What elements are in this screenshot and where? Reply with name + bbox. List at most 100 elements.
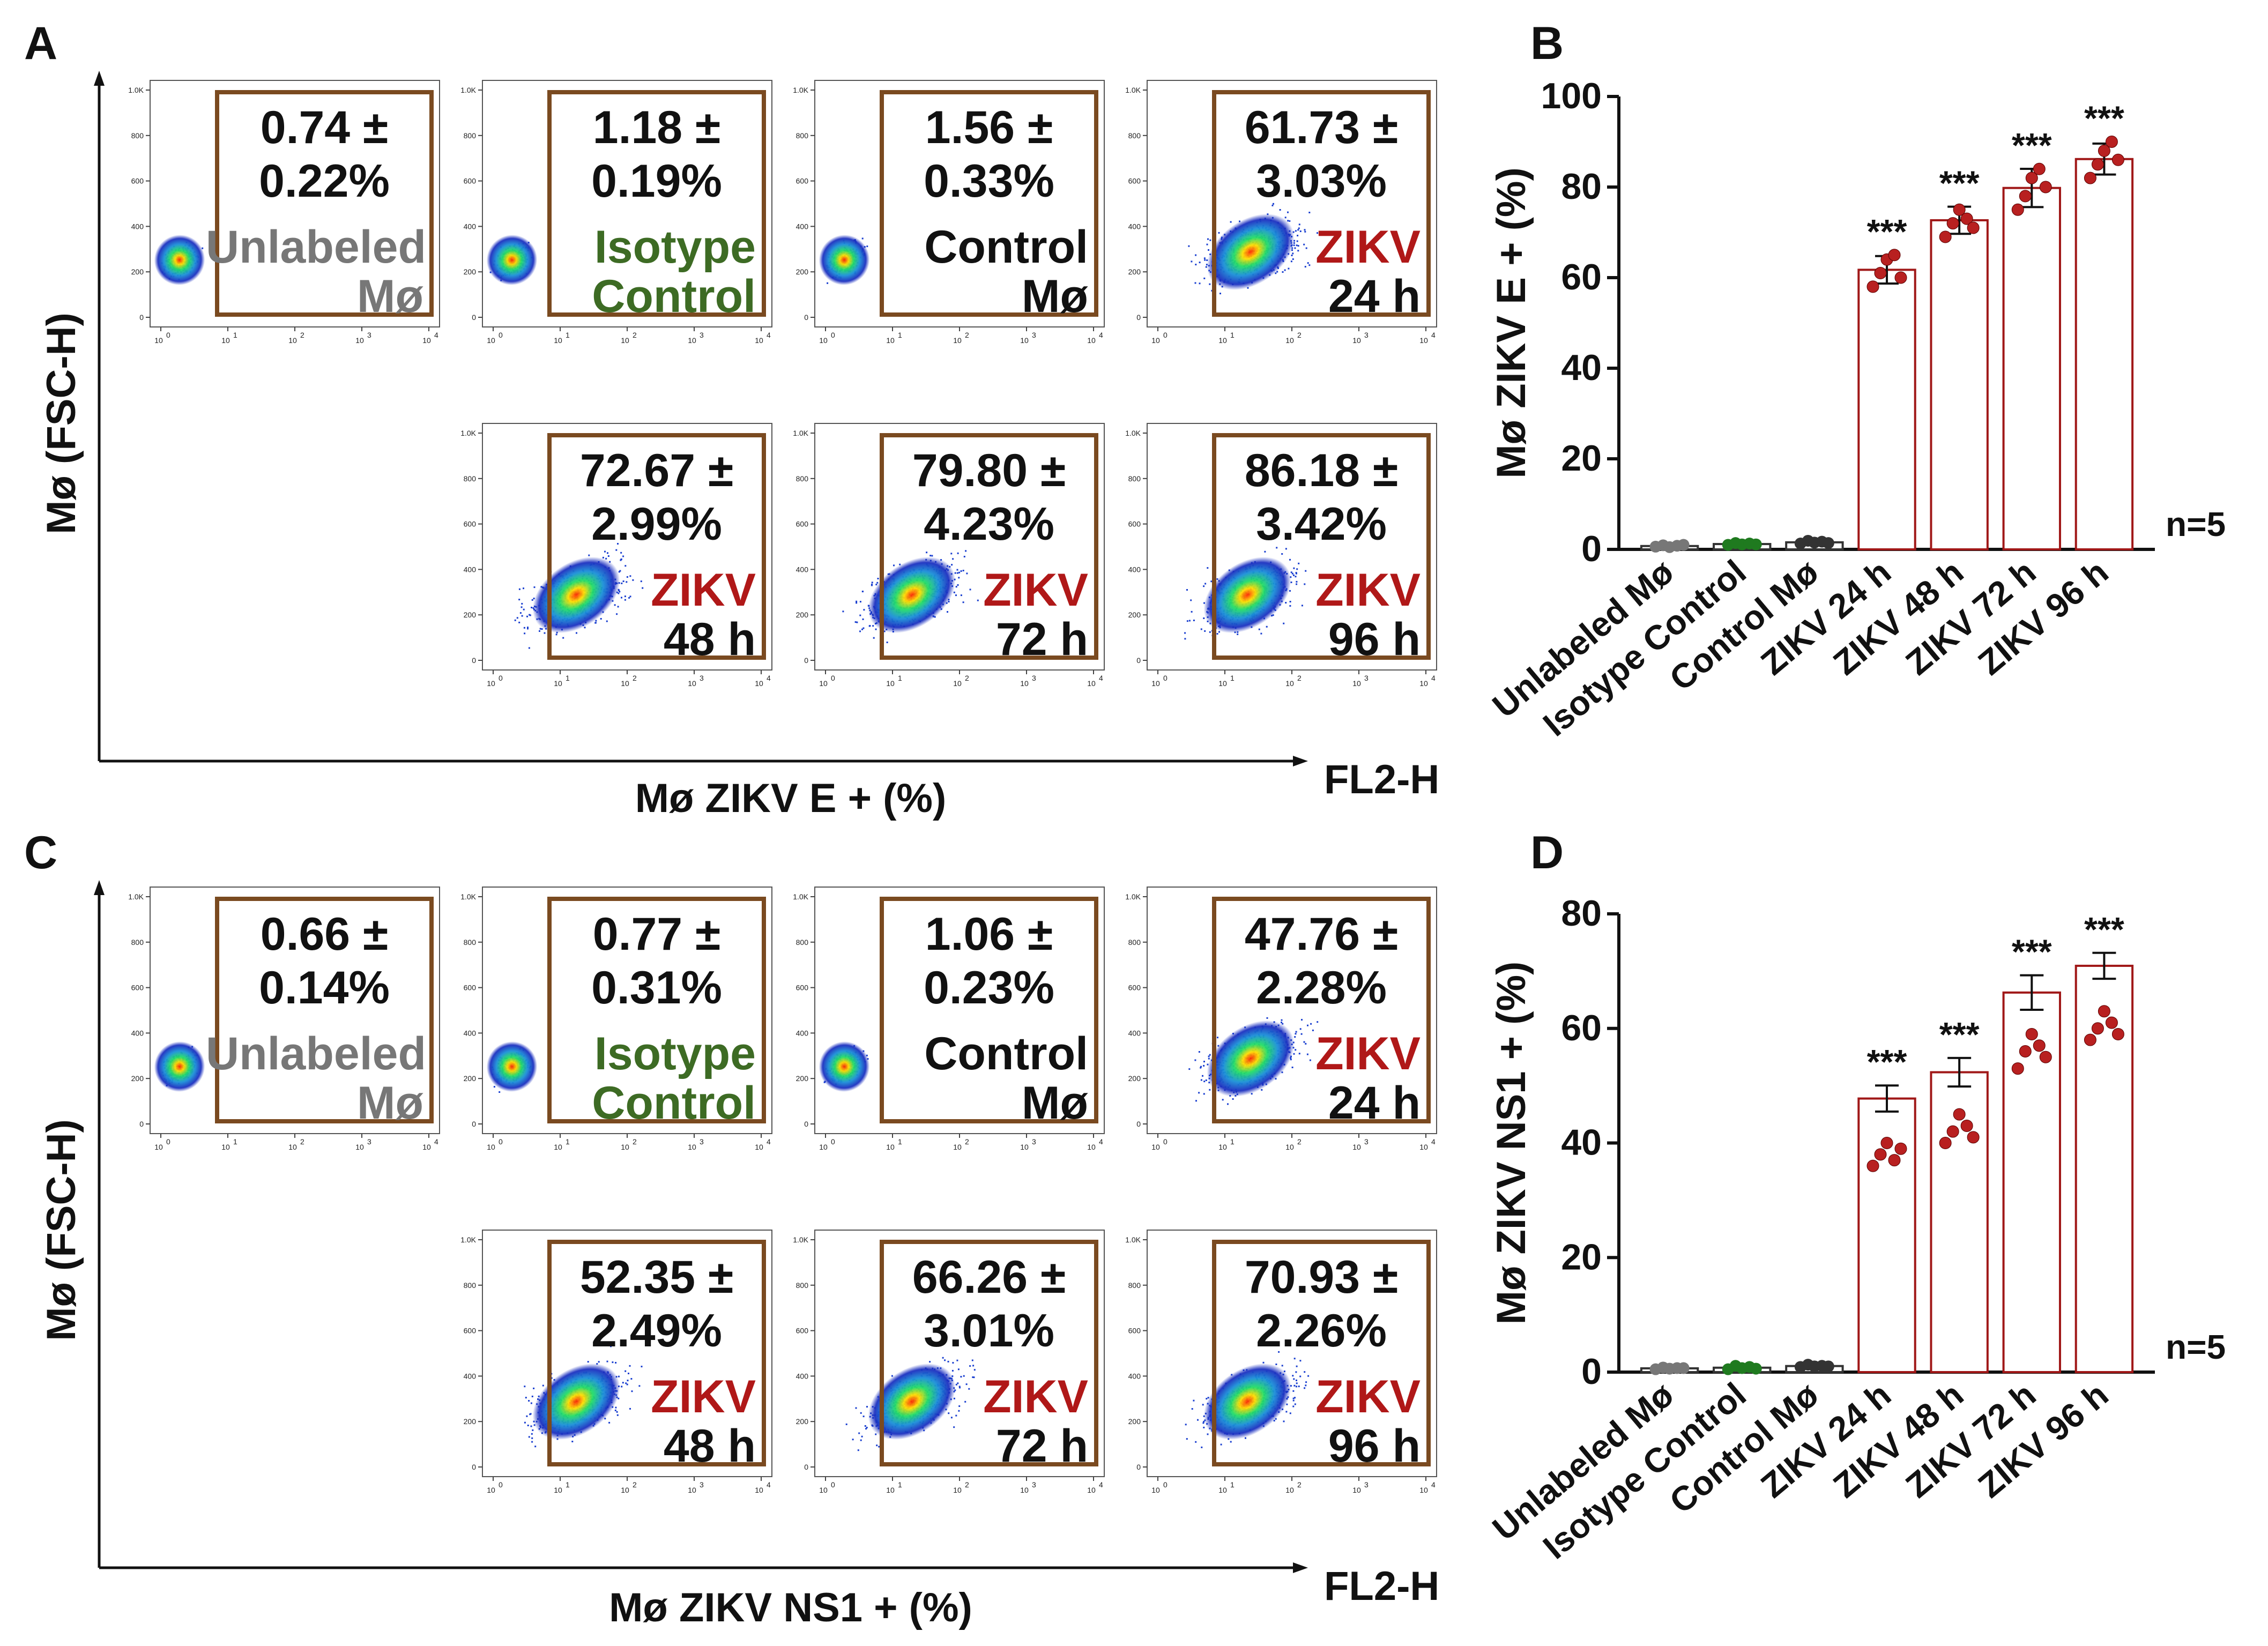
y-tick-label: 1.0K <box>460 429 476 437</box>
y-tick-label: 0 <box>139 1120 144 1128</box>
event-dot <box>1232 1098 1234 1100</box>
panel-a-x-arrow <box>1293 756 1308 766</box>
event-dot <box>1296 583 1298 585</box>
event-dot <box>1297 245 1299 247</box>
event-dot <box>856 600 858 602</box>
event-dot <box>1207 1063 1209 1066</box>
event-dot <box>1217 1037 1218 1039</box>
event-dot <box>1287 211 1289 213</box>
event-dot <box>1188 245 1190 247</box>
y-tick-label: 800 <box>464 938 477 947</box>
y-tick-label: 600 <box>464 984 477 992</box>
event-dot <box>1294 247 1296 249</box>
event-dot <box>607 555 609 557</box>
event-dot <box>1251 1093 1253 1095</box>
event-dot <box>827 282 829 284</box>
event-dot <box>541 628 543 630</box>
event-dot <box>1208 249 1209 251</box>
y-tick-label: 0 <box>1136 1120 1141 1128</box>
event-dot <box>953 591 955 593</box>
x-tick-exponent: 1 <box>898 1137 902 1146</box>
event-dot <box>1186 589 1188 591</box>
y-tick-label: 600 <box>464 1327 477 1335</box>
event-dot <box>877 578 879 579</box>
event-dot <box>952 558 954 560</box>
event-dot <box>1210 580 1213 583</box>
event-dot <box>893 564 895 567</box>
event-dot <box>610 1345 612 1347</box>
event-dot <box>1191 260 1193 263</box>
event-dot <box>1293 567 1295 569</box>
event-dot <box>1301 1019 1303 1021</box>
y-tick-label: 0 <box>472 656 476 665</box>
event-dot <box>1304 266 1306 268</box>
panel-c-frame-axes <box>98 890 1297 1569</box>
event-dot <box>1296 244 1298 247</box>
x-tick-exponent: 1 <box>566 1137 570 1146</box>
group-label-line2: 96 h <box>1328 614 1421 665</box>
x-tick-label: 10 <box>1285 336 1294 345</box>
panel-letter-c: C <box>24 827 57 878</box>
event-dot <box>1297 235 1299 236</box>
y-tick-label: 1.0K <box>1125 429 1141 437</box>
event-dot <box>516 617 518 619</box>
y-tick-label: 0 <box>472 1463 476 1471</box>
event-dot <box>962 601 964 604</box>
event-dot <box>527 628 529 630</box>
event-dot <box>871 584 873 586</box>
x-tick-label: 10 <box>1151 679 1160 688</box>
y-tick-label: 200 <box>131 267 144 276</box>
y-tick-label: 1.0K <box>460 86 476 94</box>
gate-box <box>1212 897 1431 1123</box>
group-label-line2: Mø <box>1022 271 1089 322</box>
event-dot <box>621 582 623 584</box>
event-dot <box>631 1390 633 1392</box>
x-tick-label: 10 <box>1352 336 1361 345</box>
x-tick-exponent: 4 <box>767 674 771 682</box>
x-tick-label: 10 <box>288 1143 297 1151</box>
event-dot <box>1306 1053 1308 1055</box>
y-tick-label: 200 <box>131 1074 144 1083</box>
event-dot <box>1281 553 1283 555</box>
event-dot <box>958 577 960 579</box>
event-dot <box>518 599 520 601</box>
group-label-line2: 48 h <box>664 614 756 665</box>
event-dot <box>1290 582 1292 583</box>
event-dot <box>629 1407 631 1410</box>
x-tick-exponent: 3 <box>1364 674 1369 682</box>
y-tick-label: 600 <box>796 520 809 528</box>
event-dot <box>965 550 967 552</box>
y-tick-label: 200 <box>1128 1074 1141 1083</box>
event-dot <box>595 620 597 622</box>
event-dot <box>862 627 865 629</box>
event-dot <box>1295 1031 1297 1033</box>
x-tick-label: 10 <box>1352 1143 1361 1151</box>
event-dot <box>202 247 204 249</box>
event-dot <box>531 607 533 608</box>
event-dot <box>521 602 523 605</box>
event-dot <box>531 1441 533 1443</box>
event-dot <box>1204 630 1206 632</box>
y-tick-label: 400 <box>464 1372 477 1380</box>
x-tick-exponent: 0 <box>1163 1137 1168 1146</box>
event-dot <box>1284 269 1286 271</box>
event-dot <box>1209 631 1211 633</box>
event-dot <box>1227 1103 1229 1105</box>
y-tick-label: 200 <box>464 267 477 276</box>
x-tick-exponent: 2 <box>633 674 637 682</box>
event-dot <box>1295 230 1297 232</box>
event-dot <box>1282 271 1284 273</box>
gate-box <box>215 90 434 317</box>
event-dot <box>1203 1081 1206 1083</box>
event-dot <box>533 586 536 589</box>
group-label-line1: Isotype <box>594 221 756 273</box>
x-tick-label: 10 <box>755 1143 763 1151</box>
y-tick-label: 600 <box>796 984 809 992</box>
event-dot <box>618 592 620 594</box>
panel-letter-d: D <box>1530 827 1564 878</box>
x-tick-exponent: 2 <box>1297 1137 1302 1146</box>
gate-stat-sd: 2.28% <box>1256 962 1387 1014</box>
event-dot <box>1289 558 1291 561</box>
event-dot <box>1209 239 1211 241</box>
